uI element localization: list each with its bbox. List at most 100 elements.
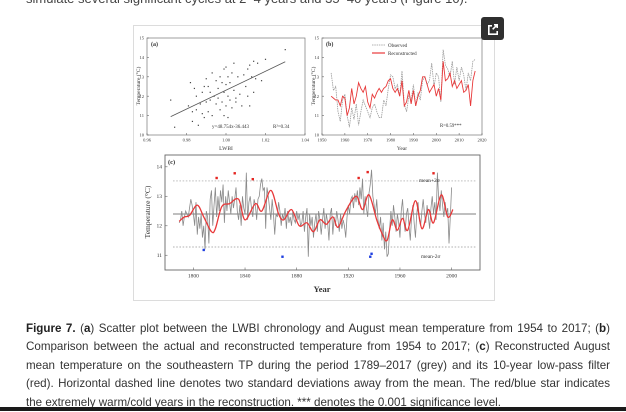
panel-b-timeseries: (b) Observed Reconstructed R=0.59*** 195… bbox=[310, 36, 487, 152]
x-tick-label: 1880 bbox=[291, 274, 302, 280]
scatter-point bbox=[211, 115, 213, 117]
y-tick-label: 14 bbox=[157, 165, 163, 171]
legend-reconstructed-label: Reconstructed bbox=[388, 52, 417, 57]
y-tick-label: 14 bbox=[140, 55, 145, 60]
x-tick-label: 0.96 bbox=[143, 138, 152, 143]
caption-segment: ) Scatter plot between the LWBI chronolo… bbox=[90, 322, 600, 335]
scatter-point bbox=[215, 80, 217, 82]
scatter-point bbox=[209, 99, 211, 101]
panel-a-regression-line bbox=[170, 61, 286, 118]
scatter-point bbox=[174, 126, 176, 128]
panel-a-plot-area bbox=[146, 37, 306, 136]
cold-extreme-star bbox=[369, 255, 372, 258]
scatter-point bbox=[257, 62, 259, 64]
scatter-point bbox=[231, 107, 233, 109]
annual-temperature-line bbox=[178, 169, 452, 257]
y-tick-label: 14 bbox=[315, 55, 320, 60]
scatter-point bbox=[201, 113, 203, 115]
warm-extreme-star bbox=[366, 170, 369, 174]
scatter-point bbox=[249, 64, 251, 66]
scatter-point bbox=[237, 76, 239, 78]
scatter-point bbox=[243, 74, 245, 76]
scatter-point bbox=[247, 68, 249, 70]
panel-c-label: (c) bbox=[168, 159, 175, 166]
scatter-point bbox=[219, 109, 221, 111]
scatter-point bbox=[223, 115, 225, 117]
x-tick-label: 1950 bbox=[318, 138, 328, 143]
scatter-point bbox=[227, 116, 229, 119]
scatter-point bbox=[203, 116, 205, 119]
scatter-point bbox=[223, 68, 225, 70]
y-tick-label: 15 bbox=[315, 36, 320, 41]
scatter-point bbox=[221, 101, 223, 103]
y-tick-label: 12 bbox=[315, 94, 320, 99]
scatter-point bbox=[217, 97, 219, 99]
scatter-point bbox=[233, 62, 235, 64]
panel-a-label: (a) bbox=[151, 41, 158, 48]
cold-extreme-star bbox=[370, 252, 373, 255]
panel-c-ylabel: Temperature (°C) bbox=[143, 185, 152, 238]
scatter-point bbox=[229, 82, 231, 84]
scatter-point bbox=[225, 105, 227, 107]
scatter-point bbox=[260, 80, 263, 82]
y-tick-label: 10 bbox=[315, 133, 320, 138]
scatter-point bbox=[231, 72, 233, 74]
scatter-point bbox=[219, 76, 221, 78]
caption-segment: ) Reconstructed August mean temperature … bbox=[26, 340, 610, 409]
legend-observed-label: Observed bbox=[388, 44, 408, 49]
x-tick-label: 1960 bbox=[394, 274, 405, 280]
scatter-point bbox=[253, 91, 255, 93]
y-tick-label: 15 bbox=[140, 36, 145, 41]
mean-minus-2sigma-label: mean-2σ bbox=[421, 254, 440, 260]
x-tick-label: 1980 bbox=[386, 138, 396, 143]
figure-caption-text: (a) Scatter plot between the LWBI chrono… bbox=[26, 322, 610, 409]
y-tick-label: 13 bbox=[157, 194, 163, 200]
warm-extreme-star bbox=[432, 172, 435, 175]
scatter-point bbox=[251, 76, 253, 78]
y-tick-label: 12 bbox=[140, 94, 145, 99]
panel-a-r2: R²=0.34 bbox=[273, 124, 290, 130]
caption-panel-ref: c bbox=[479, 340, 486, 354]
scatter-point bbox=[225, 83, 227, 86]
y-tick-label: 11 bbox=[140, 113, 144, 118]
scatter-point bbox=[191, 120, 194, 123]
open-figure-popup-button[interactable] bbox=[481, 17, 504, 40]
y-tick-label: 11 bbox=[315, 113, 319, 118]
scatter-point bbox=[247, 95, 249, 97]
x-tick-label: 2020 bbox=[478, 138, 488, 143]
figure-caption-label: Figure 7. bbox=[26, 322, 76, 335]
scatter-point bbox=[187, 105, 190, 107]
open-in-new-icon bbox=[487, 23, 498, 35]
scatter-point bbox=[195, 95, 197, 97]
figure-frame bbox=[133, 25, 495, 301]
scatter-point bbox=[207, 85, 209, 88]
preceding-paragraph-text: simulate several significant cycles at 2… bbox=[26, 0, 626, 7]
y-tick-label: 12 bbox=[157, 224, 163, 230]
low-pass-filter-line bbox=[178, 189, 454, 242]
panel-c-xlabel: Year bbox=[314, 284, 331, 294]
cold-extreme-star bbox=[202, 248, 205, 252]
panel-b-observed-line bbox=[330, 49, 476, 128]
panel-b-xlabel: Year bbox=[397, 146, 407, 152]
scatter-point bbox=[191, 111, 194, 113]
caption-segment: ( bbox=[75, 322, 84, 335]
scatter-point bbox=[209, 91, 211, 93]
panel-a-xlabel: LWBI bbox=[219, 146, 233, 152]
panel-b-ylabel: Temperature (°C) bbox=[310, 67, 317, 106]
bottom-bar bbox=[0, 407, 626, 411]
scatter-point bbox=[203, 85, 205, 88]
scatter-point bbox=[215, 103, 217, 105]
y-tick-label: 13 bbox=[140, 74, 145, 79]
panel-b-correlation: R=0.59*** bbox=[440, 124, 462, 129]
y-tick-label: 11 bbox=[157, 253, 163, 259]
scatter-point bbox=[239, 93, 241, 95]
x-tick-label: 1.00 bbox=[222, 138, 231, 143]
scatter-point bbox=[223, 91, 225, 93]
x-tick-label: 1920 bbox=[343, 274, 354, 280]
warm-extreme-star bbox=[215, 176, 218, 180]
warm-extreme-star bbox=[233, 172, 236, 175]
x-tick-label: 2000 bbox=[432, 138, 442, 143]
panel-b-reconstructed-line bbox=[330, 61, 476, 116]
scatter-point bbox=[253, 60, 255, 62]
